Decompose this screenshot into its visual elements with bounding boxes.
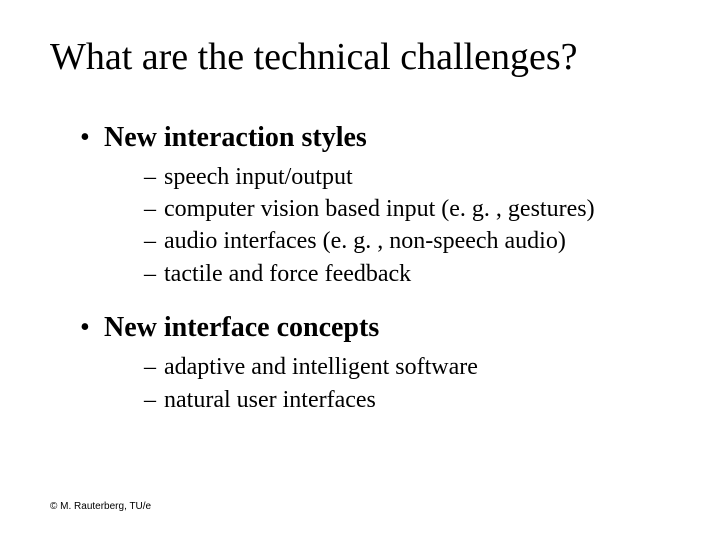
list-item-label: New interface concepts — [104, 312, 379, 343]
bullet-list: New interaction styles speech input/outp… — [50, 120, 670, 416]
sub-list: speech input/output computer vision base… — [104, 161, 670, 291]
sub-list-item: speech input/output — [144, 161, 670, 193]
sub-list-item: natural user interfaces — [144, 384, 670, 416]
slide: What are the technical challenges? New i… — [0, 0, 720, 540]
list-item-label: New interaction styles — [104, 122, 367, 153]
sub-list: adaptive and intelligent software natura… — [104, 351, 670, 416]
list-item: New interface concepts adaptive and inte… — [80, 310, 670, 416]
sub-list-item: tactile and force feedback — [144, 258, 670, 290]
slide-title: What are the technical challenges? — [50, 36, 670, 80]
sub-list-item: audio interfaces (e. g. , non-speech aud… — [144, 225, 670, 257]
list-item: New interaction styles speech input/outp… — [80, 120, 670, 291]
sub-list-item: computer vision based input (e. g. , ges… — [144, 193, 670, 225]
sub-list-item: adaptive and intelligent software — [144, 351, 670, 383]
copyright-footer: © M. Rauterberg, TU/e — [50, 501, 151, 512]
